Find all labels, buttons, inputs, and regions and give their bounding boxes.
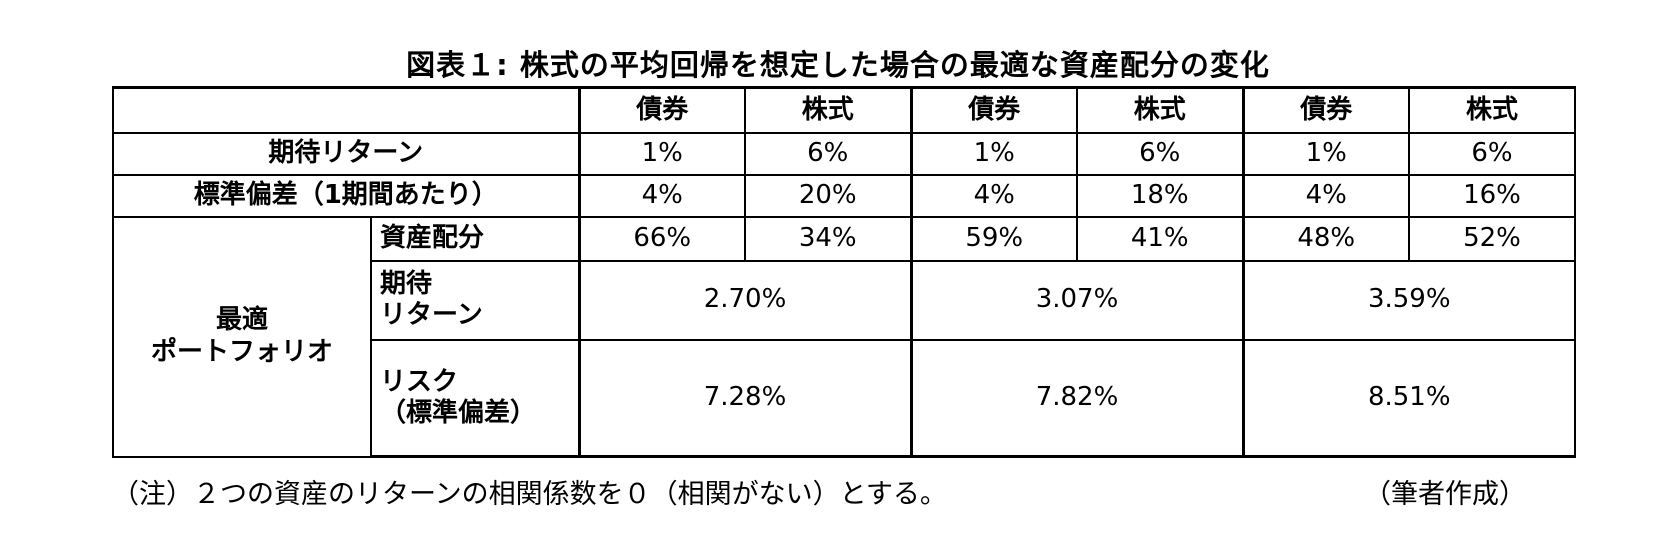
header-bond-1: 債券 <box>577 86 746 134</box>
risk-row: リスク （標準偏差） 7.28% 7.82% 8.51% <box>113 338 1576 458</box>
bond-alloc-3: 48% <box>1241 215 1410 262</box>
risk-label-line1: リスク <box>380 366 459 397</box>
bond-std-2: 4% <box>909 173 1078 218</box>
stock-alloc-3: 52% <box>1409 215 1576 262</box>
portfolio-risk-3: 8.51% <box>1241 338 1576 458</box>
portfolio-risk-2: 7.82% <box>909 338 1244 458</box>
header-stock-3: 株式 <box>1409 86 1576 134</box>
allocation-table: 債券 株式 債券 株式 債券 株式 期待リターン 1% 6% 1% 6% 1% … <box>112 86 1576 458</box>
portfolio-return-label: 期待 リターン <box>370 259 580 341</box>
optimal-label-line1: 最適 <box>215 305 268 336</box>
optimal-label-line2: ポートフォリオ <box>150 336 333 367</box>
footnote: （注）２つの資産のリターンの相関係数を０（相関がない）とする。 <box>112 479 947 510</box>
stock-return-2: 6% <box>1077 131 1244 176</box>
header-blank-cell <box>112 86 580 134</box>
risk-label-line2: （標準偏差） <box>380 397 537 428</box>
header-row: 債券 株式 債券 株式 債券 株式 <box>112 86 1576 134</box>
author-credit: （筆者作成） <box>1364 479 1526 510</box>
stock-std-3: 16% <box>1409 173 1576 218</box>
stock-return-1: 6% <box>745 131 912 176</box>
bond-std-3: 4% <box>1241 173 1410 218</box>
portfolio-return-row: 期待 リターン 2.70% 3.07% 3.59% <box>113 259 1576 341</box>
portfolio-return-3: 3.59% <box>1241 259 1576 341</box>
header-bond-2: 債券 <box>909 86 1078 134</box>
table-title: 図表１: 株式の平均回帰を想定した場合の最適な資産配分の変化 <box>406 48 1270 82</box>
stock-alloc-2: 41% <box>1077 215 1244 262</box>
bond-alloc-2: 59% <box>909 215 1078 262</box>
portfolio-risk-1: 7.28% <box>577 338 912 458</box>
std-row: 標準偏差（1期間あたり） 4% 20% 4% 18% 4% 16% <box>112 173 1576 218</box>
portfolio-return-1: 2.70% <box>577 259 912 341</box>
portfolio-return-2: 3.07% <box>909 259 1244 341</box>
bond-return-1: 1% <box>577 131 746 176</box>
portfolio-return-label-line2: リターン <box>380 300 483 330</box>
optimal-portfolio-label: 最適 ポートフォリオ <box>112 215 372 458</box>
stock-std-2: 18% <box>1077 173 1244 218</box>
header-stock-1: 株式 <box>745 86 912 134</box>
expected-return-row: 期待リターン 1% 6% 1% 6% 1% 6% <box>112 131 1576 176</box>
bond-return-3: 1% <box>1241 131 1410 176</box>
bond-return-2: 1% <box>909 131 1078 176</box>
expected-return-label: 期待リターン <box>112 131 580 176</box>
std-label: 標準偏差（1期間あたり） <box>112 173 580 218</box>
header-bond-3: 債券 <box>1241 86 1410 134</box>
stock-alloc-1: 34% <box>745 215 912 262</box>
portfolio-return-label-line1: 期待 <box>380 268 433 299</box>
allocation-row: 最適 ポートフォリオ 資産配分 66% 34% 59% 41% 48% 52% <box>112 215 1576 458</box>
header-stock-2: 株式 <box>1077 86 1244 134</box>
bond-alloc-1: 66% <box>577 215 746 262</box>
risk-label: リスク （標準偏差） <box>370 338 580 458</box>
allocation-label: 資産配分 <box>370 215 580 262</box>
bond-std-1: 4% <box>577 173 746 218</box>
stock-std-1: 20% <box>745 173 912 218</box>
stock-return-3: 6% <box>1409 131 1576 176</box>
